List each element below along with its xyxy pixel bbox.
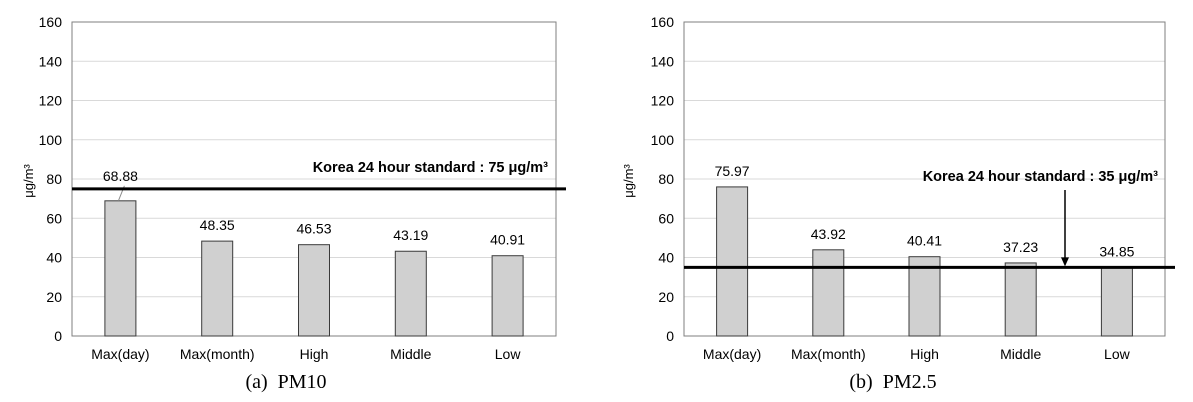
data-label: 75.97 xyxy=(715,163,750,179)
x-tick-label: Low xyxy=(1104,346,1131,362)
chart-pm25: 0 20 40 60 80 100 120 140 160 μg/m³ 75.97 Max(day) 4… xyxy=(603,0,1193,372)
standard-label: Korea 24 hour standard : 35 μg/m³ xyxy=(923,169,1158,185)
y-tick-label: 60 xyxy=(46,210,62,226)
x-tick-label: Middle xyxy=(390,346,431,362)
x-tick-label: Max(month) xyxy=(180,346,255,362)
standard-arrow-head xyxy=(1061,257,1069,267)
y-tick-label: 60 xyxy=(658,210,674,226)
y-tick-label: 100 xyxy=(39,132,63,148)
y-axis-label: μg/m³ xyxy=(21,164,36,198)
data-label: 43.19 xyxy=(393,227,428,243)
y-tick-label: 120 xyxy=(39,93,63,109)
y-tick-label: 0 xyxy=(666,328,674,344)
y-tick-label: 160 xyxy=(39,14,63,30)
y-tick-label: 80 xyxy=(658,171,674,187)
x-tick-label: Middle xyxy=(1000,346,1041,362)
x-tick-label: High xyxy=(910,346,939,362)
pm25-gridlines xyxy=(684,21,1165,298)
y-tick-label: 140 xyxy=(651,53,675,69)
y-tick-label: 40 xyxy=(46,250,62,266)
y-tick-label: 0 xyxy=(54,328,62,344)
y-tick-label: 140 xyxy=(39,53,63,69)
data-label: 40.41 xyxy=(907,233,942,249)
bar-Max(month) xyxy=(812,249,845,337)
standard-label: Korea 24 hour standard : 75 μg/m³ xyxy=(313,160,548,176)
bar-Middle xyxy=(1004,262,1037,337)
data-label: 37.23 xyxy=(1003,239,1038,255)
x-tick-label: Max(day) xyxy=(91,346,149,362)
data-label: 34.85 xyxy=(1099,244,1134,260)
bar-High xyxy=(298,244,330,337)
y-tick-label: 80 xyxy=(46,171,62,187)
bar-Low xyxy=(491,255,524,337)
x-tick-label: Max(day) xyxy=(703,346,761,362)
data-label: 68.88 xyxy=(103,168,138,184)
y-tick-label: 160 xyxy=(651,14,675,30)
x-tick-label: High xyxy=(300,346,329,362)
y-tick-label: 120 xyxy=(651,93,675,109)
caption-pm10: (a) PM10 xyxy=(245,371,327,393)
chart-pm10-svg: 0 20 40 60 80 100 120 140 160 μg/m³ 68.88 Max(day) 4… xyxy=(21,14,566,362)
x-tick-label: Low xyxy=(495,346,522,362)
bar-Max(day) xyxy=(716,186,749,337)
data-label: 40.91 xyxy=(490,232,525,248)
pm10-gridlines xyxy=(72,21,556,298)
data-label: 43.92 xyxy=(811,226,846,242)
data-label: 48.35 xyxy=(200,217,235,233)
bar-Max(month) xyxy=(201,240,234,337)
x-tick-label: Max(month) xyxy=(791,346,866,362)
bar-Max(day) xyxy=(104,200,137,337)
y-axis-label: μg/m³ xyxy=(621,164,636,198)
chart-pm25-svg: 0 20 40 60 80 100 120 140 160 μg/m³ 75.97 Max(day) 4… xyxy=(621,14,1175,362)
y-tick-label: 40 xyxy=(658,250,674,266)
y-tick-label: 20 xyxy=(46,289,62,305)
chart-pm10: 0 20 40 60 80 100 120 140 160 μg/m³ 68.88 Max(day) 4… xyxy=(0,0,590,372)
bar-Middle xyxy=(394,250,427,337)
bar-High xyxy=(908,256,941,337)
y-tick-label: 100 xyxy=(651,132,675,148)
data-label: 46.53 xyxy=(296,221,331,237)
y-tick-label: 20 xyxy=(658,289,674,305)
bar-Low xyxy=(1100,267,1133,337)
caption-pm25: (b) PM2.5 xyxy=(849,371,937,393)
